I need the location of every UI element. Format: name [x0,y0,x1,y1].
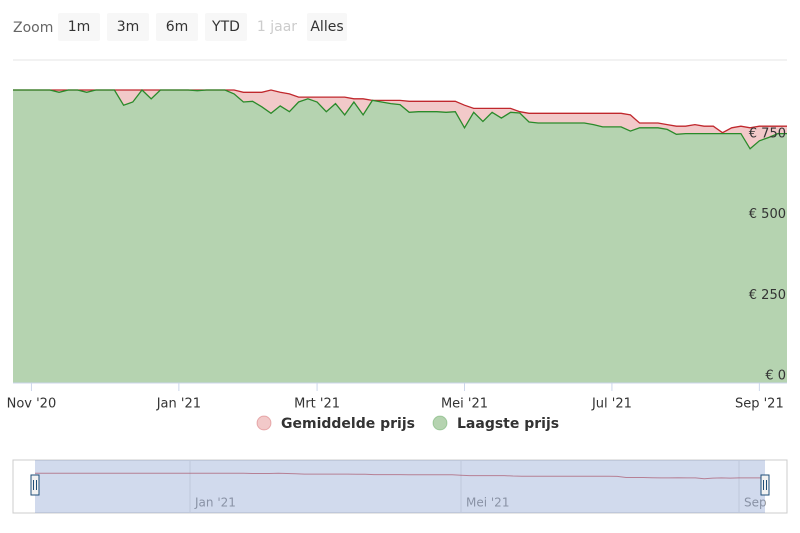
navigator-handle[interactable] [760,474,770,496]
area [13,90,787,383]
zoom-button-label[interactable]: 3m [117,19,140,35]
navigator [12,459,788,514]
zoom-button-label[interactable]: YTD [211,19,240,35]
navigator-label: Sep [744,496,767,510]
y-tick-label: € 500 [749,207,786,222]
x-tick-label: Mei '21 [441,397,488,412]
zoom-button[interactable] [307,13,347,41]
zoom-button[interactable] [58,13,100,41]
zoom-button-label[interactable]: 1m [68,19,91,35]
zoom-button[interactable] [107,13,149,41]
navigator-mask[interactable] [35,460,765,513]
line [13,89,787,150]
x-tick-label: Sep '21 [735,397,784,412]
zoom-button[interactable] [205,13,247,41]
navigator-handle[interactable] [30,474,40,496]
x-tick-label: Jan '21 [156,397,201,412]
legend-label[interactable]: Laagste prijs [457,416,559,432]
x-tick-label: Mrt '21 [294,397,340,412]
navigator-label: Mei '21 [466,496,509,510]
legend-marker[interactable] [256,415,272,431]
x-tick-label: Jul '21 [591,397,632,412]
navigator-label: Jan '21 [194,496,236,510]
x-tick-label: Nov '20 [7,397,57,412]
zoom-button[interactable] [156,13,198,41]
zoom-label: Zoom [13,20,53,36]
legend-label[interactable]: Gemiddelde prijs [281,416,415,432]
y-tick-label: € 750 [749,126,786,141]
y-tick-label: € 0 [765,369,786,384]
y-tick-label: € 250 [749,288,786,303]
navigator-series [35,472,765,480]
zoom-button-label[interactable]: 6m [166,19,189,35]
zoom-button-label[interactable]: Alles [310,19,343,35]
legend-marker[interactable] [432,415,448,431]
zoom-button-label: 1 jaar [257,19,297,35]
